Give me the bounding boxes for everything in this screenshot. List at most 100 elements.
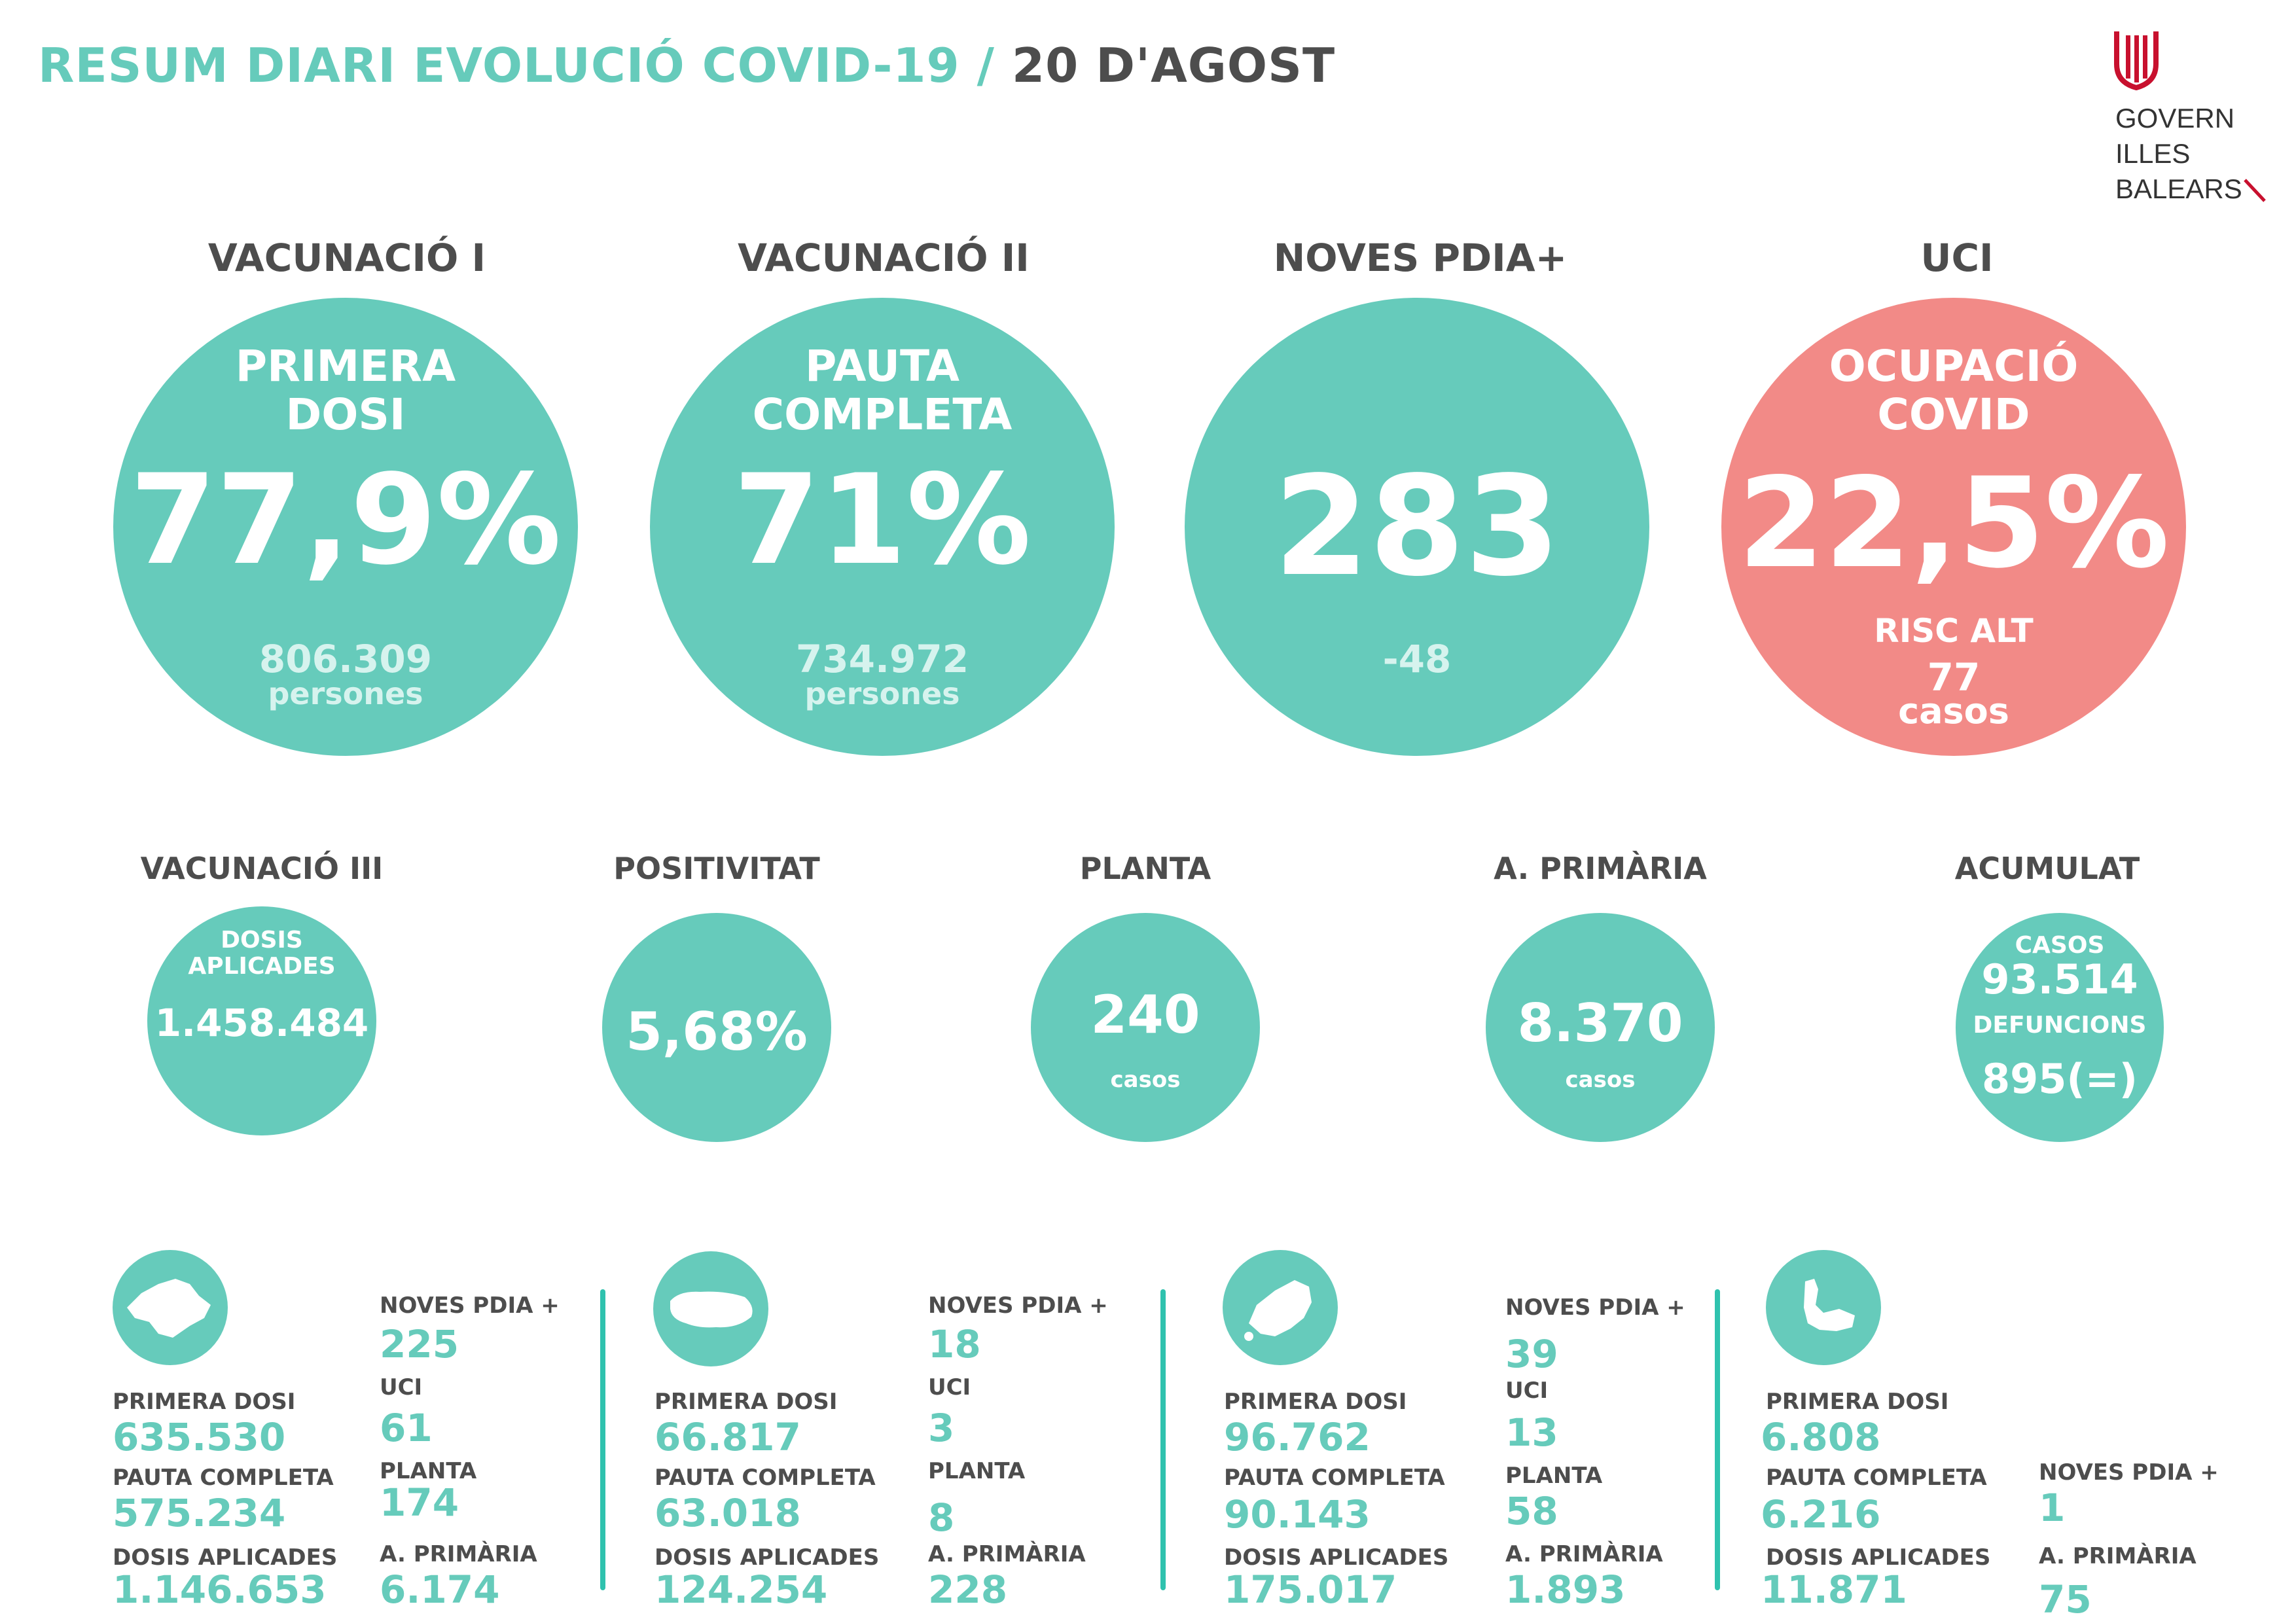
- circle-pdia-value: 283: [1273, 446, 1561, 607]
- heading-vacunacio-2: VACUNACIÓ II: [738, 236, 1030, 280]
- page-title: RESUM DIARI EVOLUCIÓ COVID-19 / 20 D'AGO…: [38, 38, 1335, 93]
- circle-dosis-label-1: DOSIS: [221, 927, 303, 954]
- circle-positivitat: 5,68%: [602, 913, 831, 1142]
- circle-a-primaria: 8.370 casos: [1486, 913, 1715, 1142]
- menorca-uci-value: 3: [928, 1406, 955, 1450]
- circle-pauta-value: 71%: [733, 448, 1031, 592]
- heading-a-primaria: A. PRIMÀRIA: [1494, 851, 1707, 886]
- heading-uci: UCI: [1920, 236, 1994, 280]
- circle-pdia-change: -48: [1382, 637, 1452, 681]
- circle-noves-pdia: 283 -48: [1185, 298, 1649, 756]
- menorca-ap-value: 228: [928, 1567, 1008, 1612]
- mallorca-ap-label: A. PRIMÀRIA: [380, 1541, 537, 1567]
- divider-1: [600, 1289, 605, 1590]
- menorca-pdia-label: NOVES PDIA +: [928, 1293, 1108, 1319]
- circle-dosis-label-2: APLICADES: [188, 953, 336, 980]
- circle-uci-label-2: COVID: [1877, 389, 2030, 440]
- formentera-map-icon: [1804, 1279, 1855, 1331]
- title-date: 20 D'AGOST: [1012, 38, 1336, 93]
- eivissa-uci-value: 13: [1505, 1410, 1558, 1455]
- menorca-planta-value: 8: [928, 1495, 955, 1540]
- menorca-pauta-label: PAUTA COMPLETA: [655, 1465, 876, 1491]
- menorca-primera-value: 66.817: [655, 1415, 801, 1459]
- formentera-pdia-label: NOVES PDIA +: [2039, 1459, 2219, 1486]
- circle-a-primaria-unit: casos: [1565, 1067, 1636, 1093]
- menorca-pdia-value: 18: [928, 1322, 981, 1366]
- circle-dosis-value: 1.458.484: [154, 1001, 369, 1045]
- formentera-pdia-value: 1: [2039, 1486, 2066, 1530]
- menorca-map-icon: [670, 1291, 753, 1328]
- circle-primera-label-1: PRIMERA: [235, 341, 456, 391]
- heading-planta: PLANTA: [1079, 851, 1211, 886]
- title-main: RESUM DIARI EVOLUCIÓ COVID-19: [38, 38, 960, 93]
- heading-noves-pdia: NOVES PDIA+: [1273, 236, 1568, 280]
- heading-acumulat: ACUMULAT: [1954, 851, 2140, 886]
- island-formentera-badge: [1766, 1250, 1881, 1365]
- heading-positivitat: POSITIVITAT: [613, 851, 820, 886]
- island-menorca-badge: [653, 1251, 768, 1366]
- mallorca-pdia-label: NOVES PDIA +: [380, 1293, 560, 1319]
- eivissa-primera-value: 96.762: [1224, 1415, 1371, 1459]
- eivissa-ap-value: 1.893: [1505, 1567, 1626, 1612]
- logo-line-balears: BALEARS: [2115, 171, 2269, 207]
- circle-uci-risk: RISC ALT: [1874, 612, 2034, 650]
- circle-primera-count: 806.309: [259, 637, 433, 681]
- logo-line-illes: ILLES: [2115, 138, 2191, 169]
- formentera-ap-value: 75: [2039, 1577, 2092, 1622]
- island-mallorca-badge: [113, 1250, 228, 1365]
- eivissa-pauta-label: PAUTA COMPLETA: [1224, 1465, 1445, 1491]
- eivissa-pauta-value: 90.143: [1224, 1492, 1371, 1537]
- circle-planta-value: 240: [1090, 984, 1200, 1045]
- heading-vacunacio-3: VACUNACIÓ III: [140, 851, 384, 886]
- mallorca-dosis-value: 1.146.653: [113, 1567, 327, 1612]
- circle-defuncions-value: 895(=): [1981, 1055, 2138, 1103]
- eivissa-planta-label: PLANTA: [1505, 1463, 1603, 1489]
- eivissa-uci-label: UCI: [1505, 1378, 1549, 1404]
- mallorca-map-icon: [127, 1279, 211, 1338]
- heading-vacunacio-1: VACUNACIÓ I: [207, 236, 486, 280]
- circle-acumulat: CASOS 93.514 DEFUNCIONS 895(=): [1956, 913, 2164, 1142]
- mallorca-uci-label: UCI: [380, 1374, 423, 1400]
- divider-2: [1160, 1289, 1166, 1590]
- logo-line-govern: GOVERN: [2115, 103, 2235, 134]
- menorca-planta-label: PLANTA: [928, 1458, 1026, 1484]
- circle-primera-dosi: PRIMERA DOSI 77,9% 806.309 persones: [113, 298, 578, 756]
- circle-positivitat-value: 5,68%: [626, 1001, 808, 1062]
- mallorca-uci-value: 61: [380, 1406, 433, 1450]
- menorca-uci-label: UCI: [928, 1374, 971, 1400]
- formentera-pauta-label: PAUTA COMPLETA: [1766, 1465, 1987, 1491]
- circle-primera-label-2: DOSI: [285, 389, 406, 440]
- mallorca-ap-value: 6.174: [380, 1567, 500, 1612]
- menorca-pauta-value: 63.018: [655, 1491, 801, 1535]
- logo-slash-icon: [2243, 179, 2266, 202]
- circle-casos-value: 93.514: [1981, 955, 2138, 1003]
- formentera-dosis-value: 11.871: [1761, 1567, 1907, 1612]
- menorca-primera-label: PRIMERA DOSI: [655, 1389, 838, 1415]
- govern-logo: GOVERN ILLES BALEARS: [2094, 31, 2291, 204]
- mallorca-dosis-label: DOSIS APLICADES: [113, 1544, 338, 1571]
- mallorca-planta-value: 174: [380, 1480, 459, 1525]
- circle-defuncions-label: DEFUNCIONS: [1973, 1012, 2147, 1039]
- eivissa-planta-value: 58: [1505, 1489, 1558, 1533]
- eivissa-pdia-label: NOVES PDIA +: [1505, 1294, 1685, 1321]
- title-separator: /: [960, 38, 1013, 93]
- circle-primera-value: 77,9%: [130, 448, 562, 592]
- eivissa-dosis-value: 175.017: [1224, 1567, 1397, 1612]
- circle-pauta-unit: persones: [804, 676, 960, 711]
- govern-illes-balears-emblem-icon: [2114, 31, 2159, 90]
- eivissa-dosis-label: DOSIS APLICADES: [1224, 1544, 1449, 1571]
- circle-vacunacio-3: DOSIS APLICADES 1.458.484: [147, 906, 376, 1135]
- formentera-pauta-value: 6.216: [1761, 1492, 1881, 1537]
- circle-primera-unit: persones: [268, 676, 423, 711]
- mallorca-pauta-value: 575.234: [113, 1491, 286, 1535]
- circle-uci-count: 77: [1927, 655, 1981, 700]
- eivissa-map-icon: [1244, 1280, 1312, 1341]
- menorca-dosis-label: DOSIS APLICADES: [655, 1544, 880, 1571]
- circle-pauta-label-2: COMPLETA: [752, 389, 1013, 440]
- circle-a-primaria-value: 8.370: [1517, 993, 1683, 1054]
- formentera-primera-value: 6.808: [1761, 1415, 1881, 1459]
- menorca-ap-label: A. PRIMÀRIA: [928, 1541, 1086, 1567]
- formentera-ap-label: A. PRIMÀRIA: [2039, 1543, 2197, 1569]
- circle-uci-label-1: OCUPACIÓ: [1829, 341, 2079, 391]
- circle-uci-unit: casos: [1898, 690, 2009, 732]
